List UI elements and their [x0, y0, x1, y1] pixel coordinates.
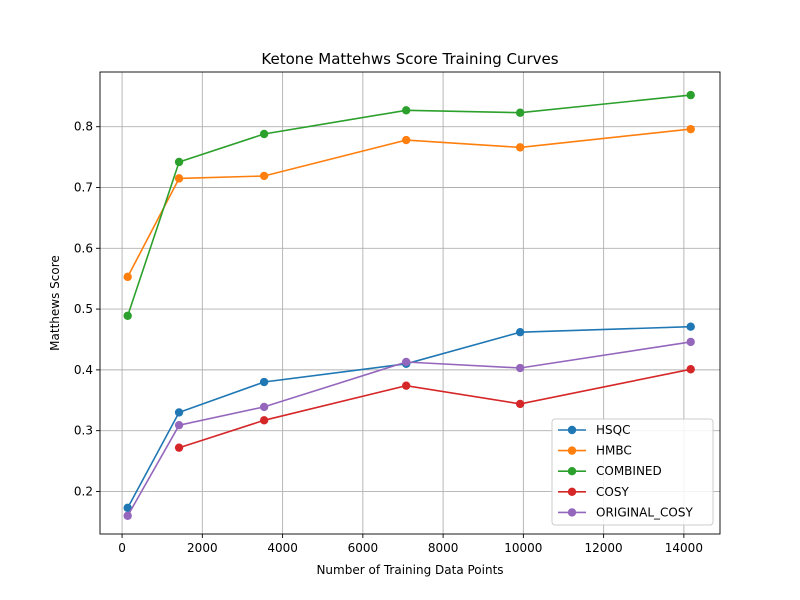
- x-tick-label: 2000: [187, 541, 218, 555]
- data-point: [123, 511, 132, 520]
- y-tick-label: 0.6: [74, 241, 93, 255]
- legend-item: HSQC: [558, 423, 630, 437]
- legend-marker: [567, 508, 577, 517]
- legend: HSQC HMBC COMBINED COSY ORIGINAL_COSY: [551, 418, 714, 526]
- data-point: [686, 90, 695, 100]
- legend-label: COSY: [596, 485, 629, 499]
- data-point: [515, 143, 525, 152]
- series-line: [126, 325, 691, 509]
- data-point: [174, 443, 184, 452]
- legend-item: ORIGINAL_COSY: [558, 505, 693, 519]
- series-combined: [123, 90, 695, 320]
- data-point: [259, 402, 269, 412]
- y-tick-label: 0.5: [74, 302, 93, 316]
- data-point: [686, 337, 695, 347]
- legend-marker: [567, 446, 577, 455]
- legend-item: COMBINED: [558, 464, 662, 478]
- axes-frame: [99, 71, 721, 535]
- x-tick-label: 0: [118, 541, 126, 555]
- x-tick-label: 4000: [267, 541, 298, 555]
- y-tick-label: 0.2: [74, 484, 93, 498]
- x-tick-label: 6000: [348, 541, 379, 555]
- series-hmbc: [123, 124, 695, 282]
- data-point: [174, 420, 184, 430]
- series-original-cosy: [123, 337, 695, 520]
- y-tick-label: 0.7: [74, 181, 93, 195]
- data-point: [174, 408, 184, 417]
- legend-box: [551, 418, 714, 526]
- legend-label: ORIGINAL_COSY: [596, 505, 693, 519]
- data-point: [123, 311, 132, 320]
- data-point: [174, 157, 184, 167]
- legend-marker: [567, 467, 577, 476]
- data-point: [515, 363, 525, 373]
- data-point: [259, 377, 269, 387]
- x-tick-label: 10000: [504, 541, 542, 555]
- axis-ticks: 0 2000 4000 6000 8000 10000 12000 14000 0.2 0.3 0.…: [74, 120, 703, 555]
- data-point: [515, 399, 525, 409]
- series-cosy: [174, 365, 695, 452]
- legend-item: HMBC: [558, 444, 632, 458]
- data-point: [259, 171, 269, 181]
- y-tick-label: 0.8: [74, 120, 93, 134]
- x-tick-label: 14000: [665, 541, 703, 555]
- data-point: [515, 327, 525, 337]
- data-point: [401, 135, 411, 145]
- x-tick-label: 12000: [585, 541, 623, 555]
- legend-marker: [567, 487, 577, 496]
- data-point: [515, 108, 525, 117]
- legend-item: COSY: [558, 485, 629, 499]
- legend-label: HSQC: [596, 423, 630, 437]
- data-point: [123, 503, 132, 513]
- legend-marker: [567, 425, 577, 435]
- data-point: [401, 357, 411, 367]
- legend-label: HMBC: [596, 444, 632, 458]
- data-point: [401, 381, 411, 390]
- data-point: [123, 272, 132, 282]
- data-point: [686, 322, 695, 331]
- x-tick-label: 8000: [428, 541, 459, 555]
- series-layer: [123, 90, 695, 520]
- data-point: [686, 124, 695, 134]
- series-line: [127, 341, 691, 517]
- y-axis-label: Matthews Score: [48, 255, 62, 351]
- series-line: [126, 94, 691, 317]
- legend-label: COMBINED: [596, 464, 662, 478]
- data-point: [174, 174, 184, 183]
- chart-title: Ketone Mattehws Score Training Curves: [261, 50, 558, 68]
- series-line: [126, 128, 691, 278]
- y-tick-label: 0.4: [74, 363, 93, 377]
- data-point: [259, 129, 269, 139]
- x-axis-label: Number of Training Data Points: [316, 563, 503, 577]
- data-point: [259, 416, 269, 425]
- y-tick-label: 0.3: [74, 424, 93, 438]
- data-point: [686, 365, 695, 374]
- data-point: [401, 106, 411, 115]
